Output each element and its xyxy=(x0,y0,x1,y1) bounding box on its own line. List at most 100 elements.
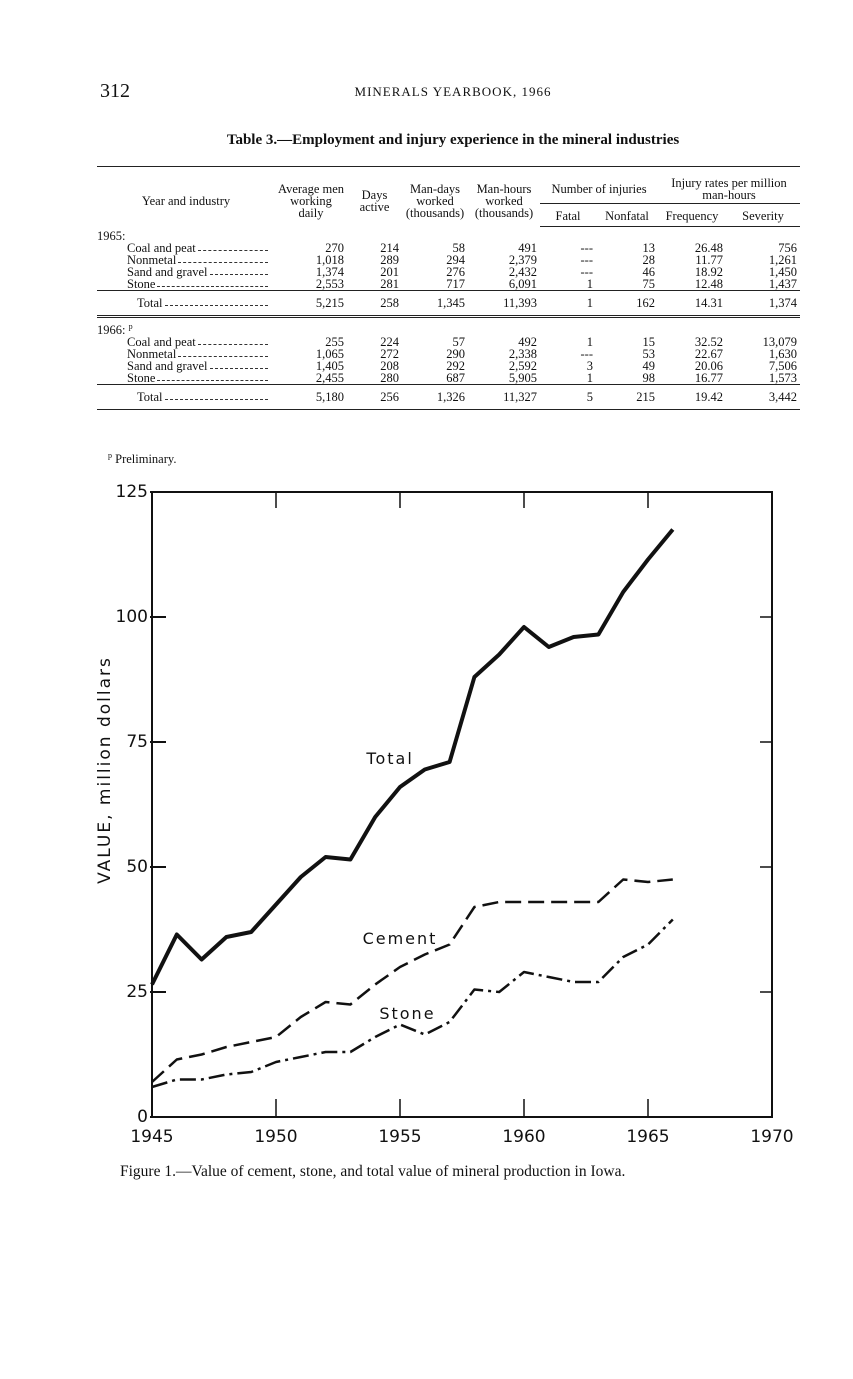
cell: --- xyxy=(580,253,594,267)
cell: 7,506 xyxy=(768,359,797,374)
figure-caption: Figure 1.—Value of cement, stone, and to… xyxy=(120,1163,626,1180)
row-label-text: Total xyxy=(137,390,163,405)
section-label: 1966: p xyxy=(97,317,800,336)
cell: 11,393 xyxy=(468,290,540,318)
cell: 1,374 xyxy=(315,265,344,279)
cell: 3 xyxy=(586,359,593,374)
leader: Nonmetal xyxy=(127,254,272,266)
cell: 281 xyxy=(380,277,399,291)
row-label-text: Total xyxy=(137,296,163,310)
series-label: Total xyxy=(365,749,413,768)
cell: 272 xyxy=(380,347,399,362)
cell: 46 xyxy=(642,265,656,279)
running-title: MINERALS YEARBOOK, 1966 xyxy=(354,84,552,99)
cell: 1,261 xyxy=(768,253,797,267)
cell: 292 xyxy=(446,359,465,374)
cell: 1,018 xyxy=(315,253,344,267)
cell: 2,379 xyxy=(508,253,537,267)
row-label: Coal and peat xyxy=(97,242,275,254)
section-row: 1965: xyxy=(97,227,800,243)
cell: 280 xyxy=(380,371,399,386)
cell: 2,338 xyxy=(508,347,537,362)
cell: --- xyxy=(580,241,594,255)
cell: 1,065 xyxy=(315,347,344,362)
cell: 32.52 xyxy=(694,335,723,350)
chart: 0 25 50 75 100 125 1945 1950 1955 1960 1965 1970 VAL… xyxy=(95,482,794,1147)
cell: 14.31 xyxy=(658,290,726,318)
y-tick-label: 125 xyxy=(116,482,148,502)
data-row: Nonmetal 1,018 289 294 2,379 --- 28 11.77 1,261 xyxy=(97,253,800,267)
x-tick-label: 1970 xyxy=(750,1127,793,1147)
table: Year and industry Average men working dai… xyxy=(97,166,800,411)
cell: 5,180 xyxy=(275,384,347,411)
cell: 2,553 xyxy=(315,277,344,291)
column-header: Fatal xyxy=(540,203,596,227)
y-axis-label: VALUE, million dollars xyxy=(95,656,115,884)
row-label: Total xyxy=(97,384,275,411)
series-line xyxy=(151,918,674,1089)
cell: 258 xyxy=(347,290,402,318)
leader: Total xyxy=(137,391,272,403)
cell: 2,432 xyxy=(508,265,537,279)
cell: 11.77 xyxy=(695,253,723,267)
plot-frame xyxy=(151,491,773,1118)
cell: 18.92 xyxy=(694,265,723,279)
cell: 2,592 xyxy=(508,359,537,374)
series-line xyxy=(151,878,673,1083)
x-tick-label: 1965 xyxy=(626,1127,669,1147)
x-tick-label: 1960 xyxy=(502,1127,545,1147)
cell: 276 xyxy=(446,265,465,279)
cell: 1 xyxy=(586,335,593,350)
data-row: Sand and gravel 1,405 208 292 2,592 3 49 20.06 7… xyxy=(97,359,800,374)
y-tick-label: 50 xyxy=(126,857,148,877)
leader-dots xyxy=(164,305,268,306)
footnote-mark: p xyxy=(108,451,112,460)
cell: 224 xyxy=(380,335,399,350)
cell: 98 xyxy=(642,371,656,386)
cell: 162 xyxy=(596,290,658,318)
footnote-text: Preliminary. xyxy=(115,452,177,467)
cell: 28 xyxy=(642,253,656,267)
cell: 5 xyxy=(540,384,596,411)
row-label: Nonmetal xyxy=(97,254,275,266)
cell: 289 xyxy=(380,253,399,267)
column-header: Frequency xyxy=(658,203,726,227)
row-label-text: Stone xyxy=(127,371,156,386)
leader-dots xyxy=(178,356,268,358)
cell: --- xyxy=(580,347,594,362)
cell: 1,405 xyxy=(315,359,344,374)
row-label: Total xyxy=(97,290,275,318)
data-row: Sand and gravel 1,374 201 276 2,432 --- 46 18.9… xyxy=(97,265,800,279)
cell: 1,345 xyxy=(402,290,468,318)
cell: 13 xyxy=(642,241,656,255)
cell: 294 xyxy=(446,253,465,267)
leader-dots xyxy=(157,286,268,287)
cell: 1,450 xyxy=(768,265,797,279)
cell: 256 xyxy=(347,384,402,411)
cell: 1,437 xyxy=(768,277,797,291)
cell: 2,455 xyxy=(315,371,344,386)
cell: 16.77 xyxy=(694,371,723,386)
series-label: Cement xyxy=(363,929,438,948)
section-year: 1965: xyxy=(97,229,126,243)
cell: 53 xyxy=(642,347,656,362)
row-label-text: Stone xyxy=(127,277,156,291)
header-row: Fatal Nonfatal Frequency Severity xyxy=(97,203,800,227)
cell: 1,326 xyxy=(402,384,468,411)
leader: Sand and gravel xyxy=(127,266,272,278)
leader: Total xyxy=(137,297,272,309)
row-label-text: Nonmetal xyxy=(127,347,177,362)
cell: 1,374 xyxy=(726,290,800,318)
cell: 1,573 xyxy=(768,371,797,386)
cell: 208 xyxy=(380,359,399,374)
leader: Stone xyxy=(127,372,272,384)
total-row: Total 5,215 258 1,345 11,393 1 162 14.31 1,374 xyxy=(97,290,800,318)
page-number: 312 xyxy=(100,80,130,102)
section-row: 1966: p xyxy=(97,317,800,336)
cell: 75 xyxy=(642,277,656,291)
cell: 491 xyxy=(518,241,537,255)
cell: 1 xyxy=(540,290,596,318)
leader: Coal and peat xyxy=(127,336,272,348)
leader: Stone xyxy=(127,278,272,290)
header-row: Year and industry Average men working dai… xyxy=(97,166,800,227)
